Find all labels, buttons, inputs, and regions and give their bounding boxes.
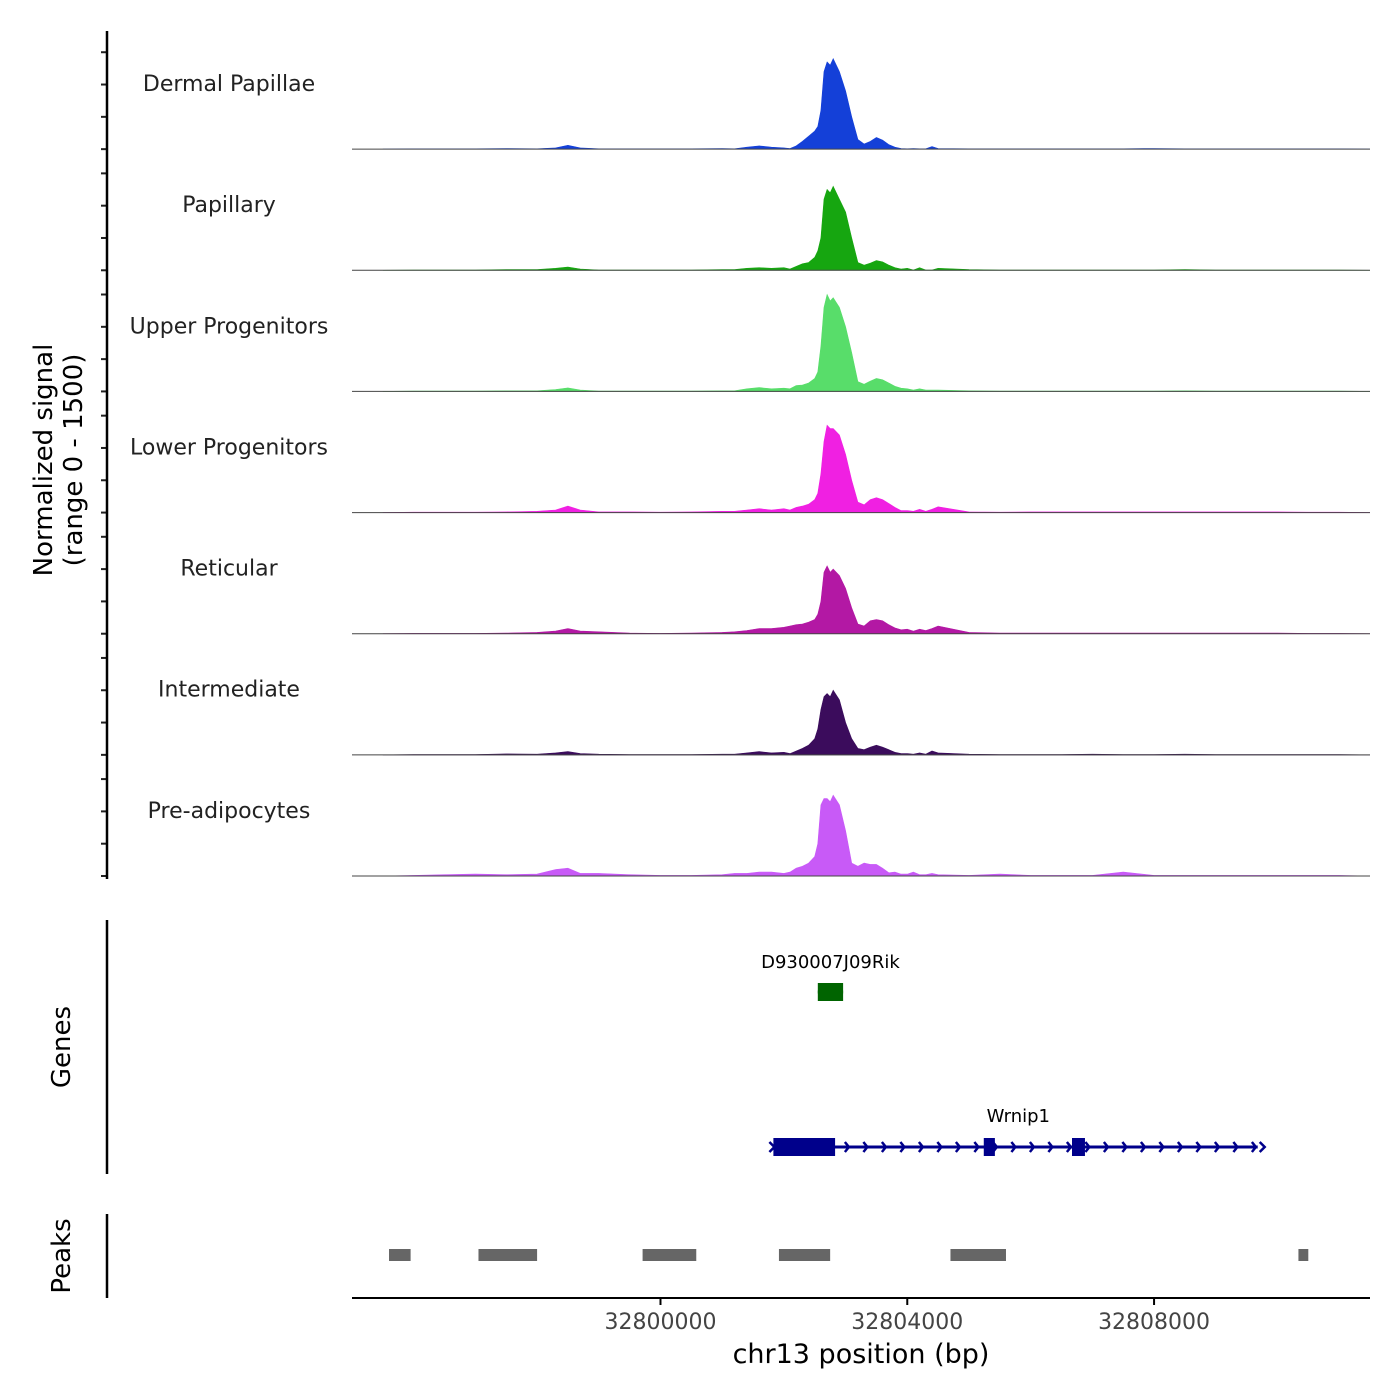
strand-arrow xyxy=(1232,1141,1239,1153)
y-axis-title-line1: Normalized signal xyxy=(29,344,59,577)
gene-exon xyxy=(1072,1138,1085,1156)
strand-arrow xyxy=(954,1141,962,1153)
strand-arrow xyxy=(1084,1141,1091,1153)
gene-exon xyxy=(983,1138,995,1156)
strand-arrow xyxy=(1195,1141,1202,1153)
x-axis-title: chr13 position (bp) xyxy=(733,1339,990,1370)
strand-arrow xyxy=(1121,1141,1128,1153)
strand-arrow xyxy=(973,1141,980,1153)
track-label: Reticular xyxy=(180,557,278,582)
peaks-track-title: Peaks xyxy=(47,1218,77,1293)
track-label: Intermediate xyxy=(158,678,300,703)
peak-region xyxy=(950,1249,1006,1261)
signal-area-upper-progenitors xyxy=(382,293,1371,392)
gene-exon xyxy=(773,1138,836,1156)
strand-arrow xyxy=(880,1141,888,1153)
signal-tracks: Dermal Papillae Papillary Upper Progenitor… xyxy=(130,57,1371,877)
strand-arrow xyxy=(862,1141,869,1153)
signal-area-papillary xyxy=(382,185,1371,271)
strand-arrow xyxy=(1176,1141,1184,1153)
gene-exon xyxy=(817,983,844,1001)
signal-area-dermal-papillae xyxy=(382,57,1371,150)
strand-arrow xyxy=(1250,1141,1258,1153)
strand-arrow xyxy=(936,1141,943,1153)
strand-arrow xyxy=(1158,1141,1165,1153)
x-tick-label: 32804000 xyxy=(851,1310,963,1335)
strand-arrow xyxy=(843,1141,851,1153)
x-tick-label: 32808000 xyxy=(1098,1310,1210,1335)
track-label: Pre-adipocytes xyxy=(148,799,311,824)
strand-arrow xyxy=(1028,1141,1036,1153)
strand-arrow xyxy=(1213,1141,1221,1153)
peak-region xyxy=(642,1249,697,1261)
strand-arrow xyxy=(1258,1141,1267,1153)
peak-region xyxy=(478,1249,538,1261)
signal-area-pre-adipocytes xyxy=(382,794,1371,877)
signal-area-lower-progenitors xyxy=(382,424,1371,513)
track-label: Lower Progenitors xyxy=(130,435,328,460)
strand-arrow xyxy=(1047,1141,1054,1153)
track-label: Papillary xyxy=(182,193,276,218)
peaks-track xyxy=(389,1249,1309,1261)
strand-arrow xyxy=(917,1141,925,1153)
y-axis-title-line2: (range 0 - 1500) xyxy=(59,354,89,567)
x-tick-label: 32800000 xyxy=(604,1310,716,1335)
track-label: Upper Progenitors xyxy=(130,314,329,339)
strand-arrow xyxy=(899,1141,906,1153)
strand-arrow xyxy=(1065,1141,1073,1153)
x-axis-ticks: 32800000 32804000 32808000 xyxy=(604,1298,1210,1335)
gene-label: Wrnip1 xyxy=(987,1106,1050,1127)
strand-arrow xyxy=(1102,1141,1110,1153)
peak-region xyxy=(778,1249,831,1261)
signal-area-reticular xyxy=(382,565,1371,634)
strand-arrow xyxy=(1139,1141,1147,1153)
genes-track: D930007J09Rik Wrnip1 xyxy=(761,952,1267,1156)
peak-region xyxy=(389,1249,411,1261)
signal-area-intermediate xyxy=(382,689,1371,756)
peak-region xyxy=(1298,1249,1309,1261)
genes-track-title: Genes xyxy=(47,1006,77,1088)
strand-arrow xyxy=(1010,1141,1017,1153)
track-label: Dermal Papillae xyxy=(143,72,315,97)
gene-label: D930007J09Rik xyxy=(761,952,900,973)
